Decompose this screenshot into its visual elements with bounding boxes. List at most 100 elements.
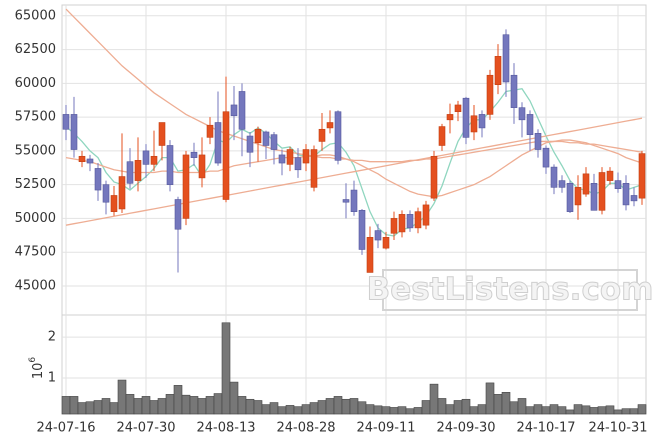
candle-body [182, 154, 190, 219]
volume-bar [597, 406, 607, 415]
volume-bar [605, 405, 615, 415]
volume-bar [173, 385, 183, 415]
x-tick-label: 24-09-11 [356, 421, 415, 436]
volume-bar [237, 396, 247, 415]
candle-body [374, 230, 382, 241]
volume-bar [277, 406, 287, 415]
volume-bar [157, 398, 167, 415]
candle-body [510, 74, 518, 108]
candle-body [438, 126, 446, 146]
candle-body [270, 134, 278, 150]
candle-body [390, 218, 398, 234]
candle-body [518, 107, 526, 121]
candle-body [310, 149, 318, 188]
volume-bar [621, 408, 631, 415]
candle-body [350, 189, 358, 212]
candle-body [446, 114, 454, 121]
candle-body [598, 172, 606, 211]
candle-body [414, 211, 422, 229]
candle-body [542, 147, 550, 168]
volume-bar [381, 406, 391, 415]
candle-body [286, 149, 294, 165]
candle-body [238, 91, 246, 130]
volume-bar [117, 379, 127, 415]
volume-bar [197, 398, 207, 415]
candle-body [318, 128, 326, 142]
volume-bar [213, 393, 223, 415]
candle-body [462, 97, 470, 138]
volume-bar [333, 396, 343, 415]
candle-body [118, 176, 126, 210]
volume-bar [637, 404, 647, 415]
candle-body [294, 157, 302, 171]
volume-bar [141, 396, 151, 415]
volume-bar [629, 408, 639, 415]
x-tick-label: 24-09-30 [436, 421, 495, 436]
y-tick-label: 45000 [15, 278, 56, 293]
volume-bar [453, 400, 463, 415]
volume-bar [341, 398, 351, 415]
candle-body [478, 114, 486, 129]
volume-bar [565, 409, 575, 415]
volume-bar [181, 394, 191, 415]
moving-average-line [65, 117, 643, 226]
volume-bar [549, 404, 559, 415]
volume-bar [165, 394, 175, 415]
x-tick-label: 24-08-13 [196, 421, 255, 436]
volume-bar [405, 408, 415, 415]
y-tick-label: 62500 [15, 42, 56, 57]
volume-bar [573, 404, 583, 415]
volume-bar [589, 407, 599, 415]
candle-body [134, 160, 142, 181]
volume-bar [509, 401, 519, 415]
volume-bar [557, 406, 567, 415]
y-tick-label: 50000 [15, 211, 56, 226]
volume-bar [93, 400, 103, 415]
candle-body [470, 115, 478, 133]
candle-body [198, 154, 206, 179]
y-axis-label: 106 [28, 357, 46, 380]
volume-bar [477, 404, 487, 415]
candle-body [262, 131, 270, 146]
volume-bar [245, 398, 255, 415]
candle-body [622, 183, 630, 206]
y-tick-label: 60000 [15, 76, 56, 91]
candle-body [102, 184, 110, 203]
volume-bar [101, 398, 111, 415]
candle-body [214, 122, 222, 164]
candle-body [454, 104, 462, 113]
volume-bar [149, 400, 159, 415]
y-axis-label-base: 10 [31, 363, 46, 380]
candle-body [326, 122, 334, 129]
candle-body [526, 114, 534, 135]
volume-bar [389, 407, 399, 415]
volume-bar [285, 405, 295, 415]
candle-body [166, 145, 174, 185]
candle-body [254, 128, 262, 144]
volume-bar [301, 404, 311, 415]
candle-body [638, 153, 646, 199]
volume-bar [461, 398, 471, 415]
candle-body [630, 195, 638, 202]
volume-bar [261, 404, 271, 415]
candle-body [606, 170, 614, 181]
candle-body [358, 210, 366, 250]
volume-bar [125, 394, 135, 415]
volume-bar [533, 404, 543, 415]
candle-body [534, 133, 542, 150]
volume-bar [221, 322, 231, 415]
volume-bar [357, 401, 367, 415]
y-tick-label: 2 [48, 330, 56, 345]
candle-body [230, 104, 238, 117]
x-tick-label: 24-07-30 [116, 421, 175, 436]
candle-body [62, 114, 70, 130]
volume-bar [613, 409, 623, 415]
watermark: BestListens.com [367, 272, 654, 308]
candle-body [190, 151, 198, 158]
x-tick-label: 24-08-28 [276, 421, 335, 436]
y-tick-label: 57500 [15, 110, 56, 125]
candle-body [590, 183, 598, 211]
volume-bar [109, 402, 119, 415]
y-tick-label: 52500 [15, 177, 56, 192]
volume-bar [229, 381, 239, 415]
